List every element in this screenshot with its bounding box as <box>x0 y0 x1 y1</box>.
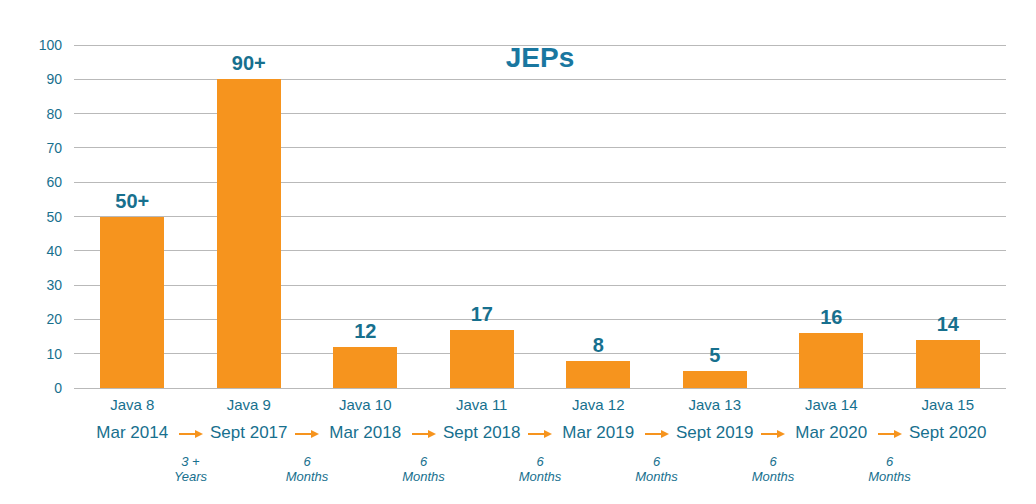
bar-value-label: 90+ <box>204 52 294 74</box>
x-axis-category-label: Java 8 <box>77 397 187 413</box>
interval-label-line2: Months <box>835 469 945 484</box>
bar-java-10 <box>333 347 397 388</box>
interval-label: 6Months <box>252 454 362 484</box>
interval-label-line1: 6 <box>602 454 712 469</box>
interval-label-line2: Months <box>252 469 362 484</box>
release-date-label: Sept 2020 <box>892 423 1004 443</box>
arrow-right-icon <box>412 433 428 435</box>
interval-label-line1: 6 <box>485 454 595 469</box>
jeps-bar-chart: JEPs 010203040506070809010050+Java 8Mar … <box>0 0 1036 504</box>
bar-value-label: 14 <box>903 313 993 335</box>
arrow-right-icon <box>528 433 544 435</box>
interval-label: 6Months <box>602 454 712 484</box>
bar-value-label: 16 <box>786 306 876 328</box>
interval-label: 6Months <box>485 454 595 484</box>
bar-java-8 <box>100 217 164 389</box>
release-date-label: Sept 2019 <box>659 423 771 443</box>
bar-java-9 <box>217 79 281 388</box>
y-axis-tick-label: 0 <box>18 379 62 397</box>
interval-label-line2: Months <box>718 469 828 484</box>
x-axis-category-label: Java 11 <box>427 397 537 413</box>
interval-label: 3 +Years <box>136 454 246 484</box>
x-axis-category-label: Java 13 <box>660 397 770 413</box>
interval-label-line1: 6 <box>369 454 479 469</box>
y-axis-tick-label: 90 <box>18 70 62 88</box>
y-axis-tick-label: 40 <box>18 242 62 260</box>
y-axis-tick-label: 80 <box>18 105 62 123</box>
gridline <box>74 147 1006 148</box>
y-axis-tick-label: 100 <box>18 36 62 54</box>
interval-label-line1: 3 + <box>136 454 246 469</box>
release-date-label: Mar 2014 <box>76 423 188 443</box>
release-date-label: Mar 2020 <box>775 423 887 443</box>
interval-label-line2: Months <box>485 469 595 484</box>
bar-java-13 <box>683 371 747 388</box>
interval-label: 6Months <box>369 454 479 484</box>
release-date-label: Mar 2018 <box>309 423 421 443</box>
gridline <box>74 216 1006 217</box>
release-date-label: Sept 2018 <box>426 423 538 443</box>
y-axis-tick-label: 10 <box>18 345 62 363</box>
gridline <box>74 353 1006 354</box>
y-axis-tick-label: 50 <box>18 208 62 226</box>
interval-label: 6Months <box>835 454 945 484</box>
arrow-right-icon <box>179 433 195 435</box>
interval-label-line2: Months <box>602 469 712 484</box>
bar-value-label: 17 <box>437 303 527 325</box>
gridline <box>74 182 1006 183</box>
gridline <box>74 250 1006 251</box>
x-axis-category-label: Java 15 <box>893 397 1003 413</box>
bar-java-15 <box>916 340 980 388</box>
arrow-right-icon <box>761 433 777 435</box>
x-axis-category-label: Java 10 <box>310 397 420 413</box>
interval-label-line2: Months <box>369 469 479 484</box>
gridline <box>74 285 1006 286</box>
y-axis-tick-label: 20 <box>18 310 62 328</box>
interval-label-line2: Years <box>136 469 246 484</box>
y-axis-tick-label: 30 <box>18 276 62 294</box>
gridline <box>74 113 1006 114</box>
x-axis-category-label: Java 12 <box>543 397 653 413</box>
y-axis-tick-label: 70 <box>18 139 62 157</box>
arrow-right-icon <box>878 433 894 435</box>
bar-java-11 <box>450 330 514 388</box>
x-axis-category-label: Java 9 <box>194 397 304 413</box>
release-date-label: Sept 2017 <box>193 423 305 443</box>
arrow-right-icon <box>645 433 661 435</box>
gridline <box>74 79 1006 80</box>
interval-label-line1: 6 <box>835 454 945 469</box>
bar-value-label: 8 <box>553 334 643 356</box>
interval-label: 6Months <box>718 454 828 484</box>
gridline <box>74 388 1006 389</box>
interval-label-line1: 6 <box>718 454 828 469</box>
gridline <box>74 45 1006 46</box>
x-axis-category-label: Java 14 <box>776 397 886 413</box>
release-date-label: Mar 2019 <box>542 423 654 443</box>
arrow-right-icon <box>295 433 311 435</box>
bar-value-label: 5 <box>670 344 760 366</box>
bar-value-label: 50+ <box>87 190 177 212</box>
y-axis-tick-label: 60 <box>18 173 62 191</box>
interval-label-line1: 6 <box>252 454 362 469</box>
bar-value-label: 12 <box>320 320 410 342</box>
bar-java-12 <box>566 361 630 388</box>
bar-java-14 <box>799 333 863 388</box>
